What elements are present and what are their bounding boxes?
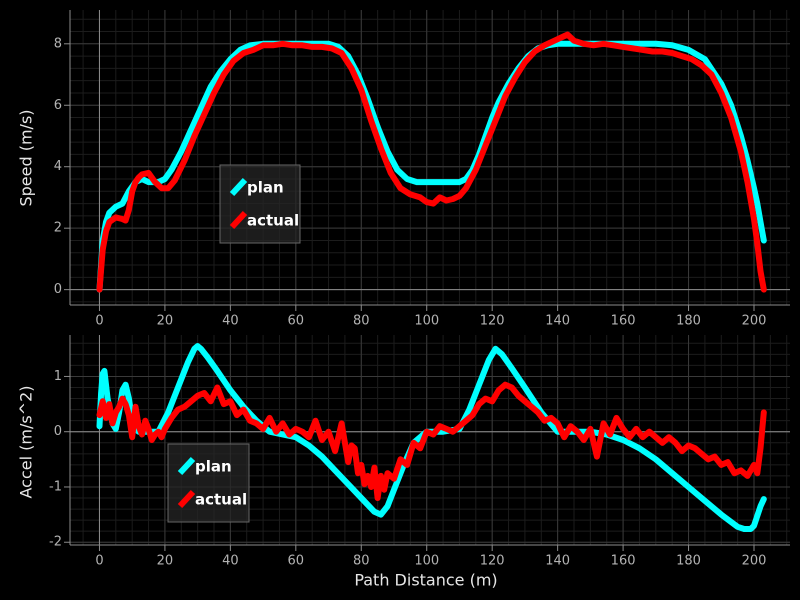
speed-legend-label-plan: plan [247,179,284,197]
speed-panel: 0 20 40 60 80 100 120 140 160 180 200 0 2 4 6 8 Speed … [17,10,790,329]
accel-legend-box [167,443,250,523]
accel-y-tick-label: -1 [49,479,62,494]
accel-y-tick-label: 1 [54,369,62,384]
accel-legend: plan actual [167,443,250,523]
speed-legend-swatch-plan [229,177,248,197]
accel-x-tick-label: 80 [353,554,370,569]
speed-series [96,31,767,293]
speed-legend-swatch-actual [229,210,248,230]
accel-legend-swatch-plan [177,456,196,476]
speed-x-tick-label: 20 [157,314,174,329]
accel-x-tick-label: 120 [480,554,505,569]
speed-series-actual-line [96,31,767,293]
accel-y-tick-label: -2 [49,535,62,550]
speed-x-tick-label: 160 [611,314,636,329]
speed-x-tick-label: 100 [414,314,439,329]
speed-x-tick-label: 140 [545,314,570,329]
speed-x-tick-label: 0 [95,314,103,329]
speed-y-axis-label: Speed (m/s) [17,109,36,206]
accel-y-ticks: -2 -1 0 1 [49,369,70,550]
speed-x-tick-label: 200 [742,314,767,329]
accel-x-tick-label: 20 [157,554,174,569]
speed-y-tick-label: 4 [54,159,62,174]
accel-y-axis-label: Accel (m/s^2) [17,385,36,498]
accel-x-tick-label: 200 [742,554,767,569]
speed-x-tick-label: 40 [222,314,239,329]
speed-y-tick-label: 8 [54,36,62,51]
speed-x-tick-label: 120 [480,314,505,329]
speed-series-plan-line [96,40,767,293]
speed-x-tick-label: 60 [288,314,305,329]
speed-legend-box [219,164,301,244]
speed-legend-label-actual: actual [247,212,299,230]
speed-x-tick-label: 80 [353,314,370,329]
accel-series [96,343,767,532]
speed-x-ticks: 0 20 40 60 80 100 120 140 160 180 200 [95,305,766,329]
accel-x-axis-label: Path Distance (m) [354,571,497,590]
accel-legend-swatch-actual [177,489,196,509]
accel-x-ticks: 0 20 40 60 80 100 120 140 160 180 200 [95,545,766,569]
speed-y-tick-label: 0 [54,282,62,297]
accel-panel: 0 20 40 60 80 100 120 140 160 180 200 -2 -1 0 1 Accel… [17,335,790,590]
speed-y-ticks: 0 2 4 6 8 [54,36,70,297]
speed-legend: plan actual [219,164,301,244]
accel-legend-label-plan: plan [195,458,232,476]
speed-y-tick-label: 6 [54,98,62,113]
accel-series-actual-line [96,381,767,501]
speed-x-tick-label: 180 [676,314,701,329]
accel-x-tick-label: 100 [414,554,439,569]
accel-x-tick-label: 0 [95,554,103,569]
accel-legend-label-actual: actual [195,491,247,509]
accel-x-tick-label: 160 [611,554,636,569]
accel-x-tick-label: 60 [288,554,305,569]
speed-y-tick-label: 2 [54,221,62,236]
accel-y-tick-label: 0 [54,424,62,439]
accel-x-tick-label: 140 [545,554,570,569]
accel-x-tick-label: 180 [676,554,701,569]
accel-x-tick-label: 40 [222,554,239,569]
